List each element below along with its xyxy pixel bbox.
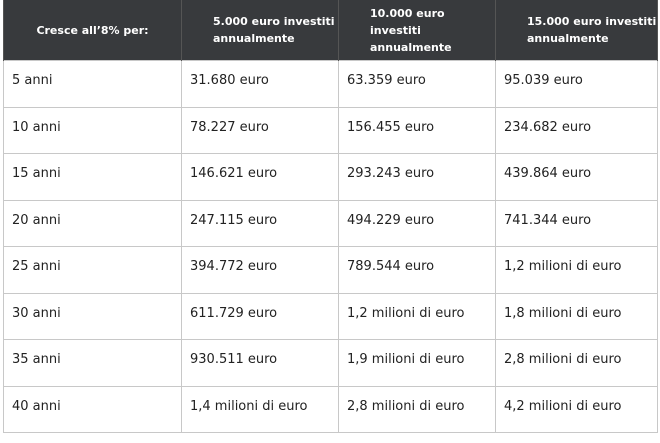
growth-table: Cresce all’8% per: 5.000 euro investiti a… — [3, 0, 658, 433]
table-cell: 247.115 euro — [181, 199, 339, 247]
table-cell: 789.544 euro — [338, 246, 496, 294]
table-cell: 95.039 euro — [495, 60, 658, 108]
table-row: 15 anni 146.621 euro 293.243 euro 439.864 e… — [3, 153, 658, 201]
table-cell: 1,4 milioni di euro — [181, 385, 339, 433]
table-row: 40 anni 1,4 milioni di euro 2,8 milioni di… — [3, 385, 658, 433]
header-cell: 10.000 euro investiti annualmente — [338, 0, 496, 61]
table-cell: 494.229 euro — [338, 199, 496, 247]
header-row: Cresce all’8% per: 5.000 euro investiti a… — [3, 0, 658, 61]
table-row: 30 anni 611.729 euro 1,2 milioni di euro 1,… — [3, 292, 658, 340]
table-row: 20 anni 247.115 euro 494.229 euro 741.344 e… — [3, 199, 658, 247]
table-cell: 293.243 euro — [338, 153, 496, 201]
table-row: 5 anni 31.680 euro 63.359 euro 95.039 euro — [3, 60, 658, 108]
table-cell: 156.455 euro — [338, 106, 496, 154]
table-cell: 2,8 milioni di euro — [495, 339, 658, 387]
table-cell: 20 anni — [3, 199, 182, 247]
header-cell: 15.000 euro investiti annualmente — [495, 0, 658, 61]
table-cell: 5 anni — [3, 60, 182, 108]
table-cell: 25 anni — [3, 246, 182, 294]
table-cell: 78.227 euro — [181, 106, 339, 154]
table-cell: 2,8 milioni di euro — [338, 385, 496, 433]
table-row: 35 anni 930.511 euro 1,9 milioni di euro 2,… — [3, 339, 658, 387]
table-body: 5 anni 31.680 euro 63.359 euro 95.039 euro 1… — [3, 60, 658, 433]
header-cell: Cresce all’8% per: — [3, 0, 182, 61]
table-cell: 439.864 euro — [495, 153, 658, 201]
table-cell: 10 anni — [3, 106, 182, 154]
table-cell: 741.344 euro — [495, 199, 658, 247]
table-cell: 31.680 euro — [181, 60, 339, 108]
table-cell: 930.511 euro — [181, 339, 339, 387]
table-cell: 394.772 euro — [181, 246, 339, 294]
table-cell: 30 anni — [3, 292, 182, 340]
table-cell: 1,9 milioni di euro — [338, 339, 496, 387]
table-cell: 63.359 euro — [338, 60, 496, 108]
table-cell: 611.729 euro — [181, 292, 339, 340]
table-cell: 35 anni — [3, 339, 182, 387]
table-cell: 15 anni — [3, 153, 182, 201]
header-cell: 5.000 euro investiti annualmente — [181, 0, 339, 61]
table-cell: 1,8 milioni di euro — [495, 292, 658, 340]
table-cell: 234.682 euro — [495, 106, 658, 154]
table-cell: 4,2 milioni di euro — [495, 385, 658, 433]
table-row: 10 anni 78.227 euro 156.455 euro 234.682 eu… — [3, 106, 658, 154]
table-cell: 1,2 milioni di euro — [495, 246, 658, 294]
table-row: 25 anni 394.772 euro 789.544 euro 1,2 milio… — [3, 246, 658, 294]
table-cell: 1,2 milioni di euro — [338, 292, 496, 340]
table-cell: 40 anni — [3, 385, 182, 433]
table-cell: 146.621 euro — [181, 153, 339, 201]
